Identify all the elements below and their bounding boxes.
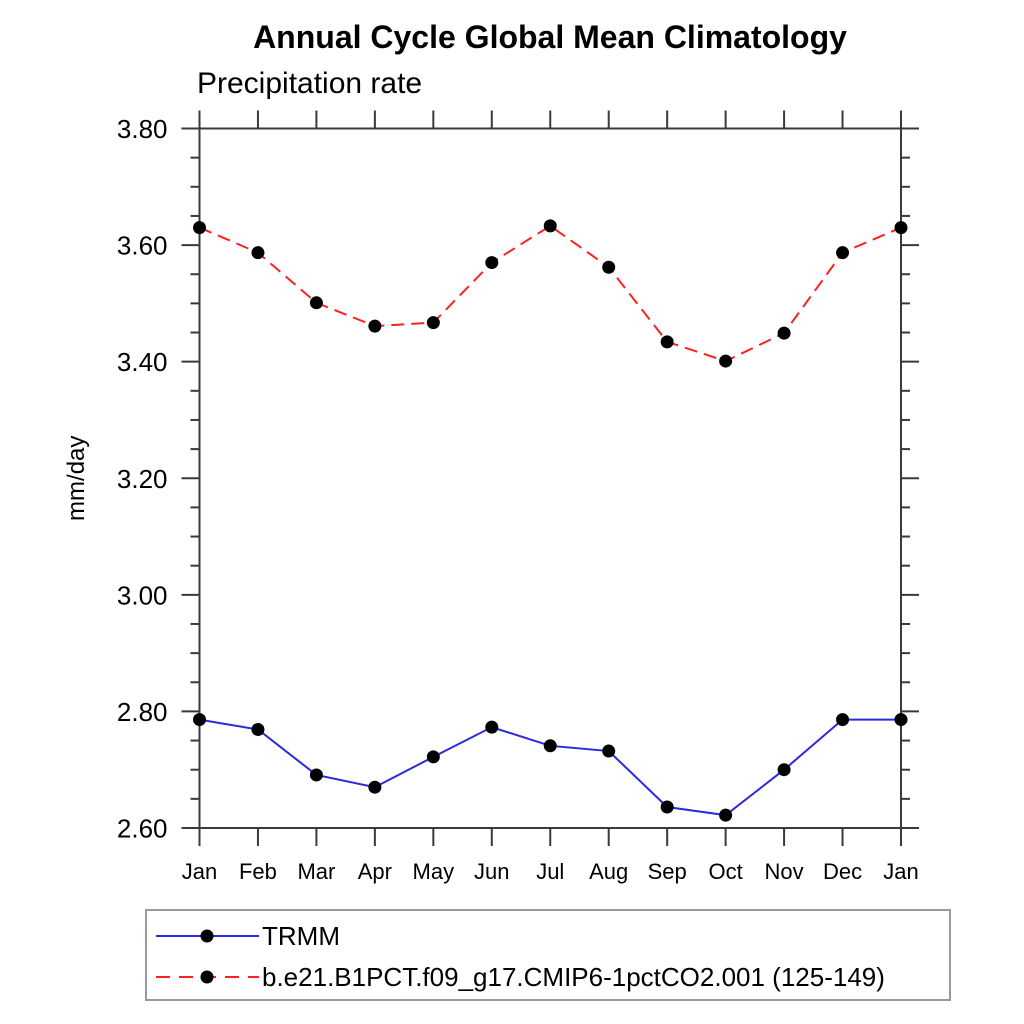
y-tick-label: 3.20 (117, 464, 168, 494)
model-data-point (836, 246, 850, 260)
model-data-point (894, 221, 908, 235)
x-tick-label: Jan (182, 859, 217, 884)
trmm-data-point (309, 768, 323, 782)
x-tick-label: Apr (358, 859, 392, 884)
model-data-point (777, 326, 791, 340)
y-tick-label: 3.40 (117, 347, 168, 377)
x-tick-label: Feb (239, 859, 277, 884)
trmm-data-point (602, 744, 616, 758)
y-tick-label: 3.60 (117, 231, 168, 261)
trmm-data-point (368, 780, 382, 794)
x-tick-label: May (413, 859, 455, 884)
trmm-data-point (660, 800, 674, 814)
trmm-data-point (836, 713, 850, 727)
model-data-point (543, 219, 557, 233)
x-tick-label: Aug (589, 859, 628, 884)
trmm-line-sample-icon (156, 929, 259, 943)
trmm-data-point (543, 739, 557, 753)
plot-axes (198, 127, 902, 829)
model-data-points (193, 219, 908, 368)
trmm-data-point (485, 720, 499, 734)
x-tick-label: Nov (765, 859, 804, 884)
model-data-point (193, 221, 206, 235)
trmm-data-points (193, 713, 908, 822)
model-data-point (719, 354, 733, 368)
trmm-data-point (777, 763, 791, 777)
x-tick-label: Jan (883, 859, 918, 884)
model-series-line (199, 224, 902, 363)
model-data-point (426, 316, 440, 330)
x-tick-label: Oct (709, 859, 743, 884)
y-tick-label: 3.00 (117, 580, 168, 610)
chart-title: Annual Cycle Global Mean Climatology (253, 19, 847, 55)
trmm-data-point (719, 808, 733, 822)
trmm-data-point (894, 713, 908, 727)
legend-label-model: b.e21.B1PCT.f09_g17.CMIP6-1pctCO2.001 (1… (262, 961, 885, 992)
y-tick-label: 3.80 (117, 114, 168, 144)
model-data-point (309, 296, 323, 310)
chart-subtitle: Precipitation rate (197, 67, 423, 100)
model-data-point (485, 256, 499, 270)
y-tick-label: 2.80 (117, 697, 168, 727)
model-data-point (660, 335, 674, 349)
legend-row-trmm: TRMM (151, 916, 340, 956)
x-axis-ticks (198, 110, 902, 846)
trmm-data-point (251, 722, 265, 736)
x-tick-label: Sep (648, 859, 687, 884)
model-data-point (368, 319, 382, 333)
trmm-data-point (426, 750, 440, 764)
y-axis-title: mm/day (63, 436, 90, 521)
legend-label-trmm: TRMM (262, 920, 340, 951)
legend: TRMM b.e21.B1PCT.f09_g17.CMIP6-1pctCO2.0… (145, 909, 951, 1001)
trmm-series-line (199, 718, 901, 817)
legend-row-model: b.e21.B1PCT.f09_g17.CMIP6-1pctCO2.001 (1… (151, 957, 885, 997)
x-tick-label: Jul (536, 859, 564, 884)
model-line-sample-icon (156, 970, 259, 984)
trmm-data-point (193, 713, 206, 727)
x-tick-label: Jun (474, 859, 509, 884)
x-tick-label: Dec (823, 859, 862, 884)
model-data-point (602, 260, 616, 274)
y-axis-ticks (181, 127, 919, 829)
y-tick-label: 2.60 (117, 814, 168, 844)
model-data-point (251, 246, 265, 260)
x-tick-label: Mar (297, 859, 335, 884)
